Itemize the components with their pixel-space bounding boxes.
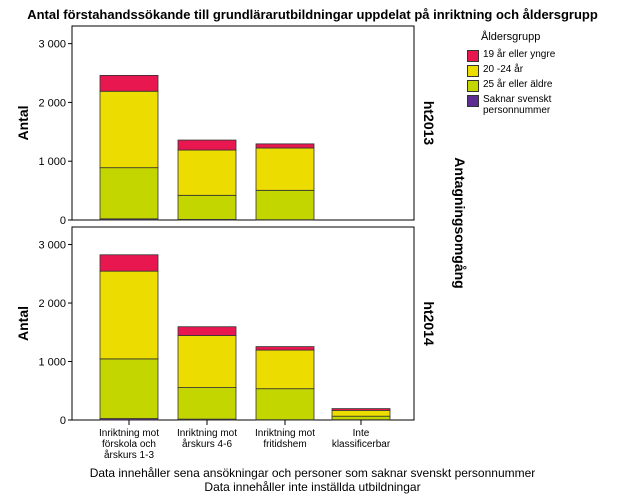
y-axis-label: Antal bbox=[15, 106, 31, 141]
bar-ht2014-inriktning-mot-f-rskola-och-rskurs-1-3-20-24-r bbox=[99, 270, 159, 360]
bar-ht2013-inriktning-mot-f-rskola-och-rskurs-1-3-20-24-r bbox=[99, 90, 159, 169]
bar-ht2014-inriktning-mot-rskurs-4-6-19-r-eller-yngre bbox=[177, 326, 237, 336]
bar-ht2013-inriktning-mot-f-rskola-och-rskurs-1-3-25-r-eller-ldre bbox=[99, 167, 159, 220]
x-tick-label-inriktning-mot-f-rskola-och-rskurs-1-3: Inriktning mot förskola och årskurs 1-3 bbox=[99, 428, 159, 461]
bar-ht2013-inriktning-mot-rskurs-4-6-20-24-r bbox=[177, 149, 237, 196]
panel-frame-ht2013 bbox=[71, 25, 415, 221]
bar-ht2014-inriktning-mot-fritidshem-19-r-eller-yngre bbox=[255, 346, 315, 351]
y-tick-label: 1 000 bbox=[38, 156, 66, 168]
legend: Åldersgrupp 19 år eller yngre 20 -24 år 25… bbox=[467, 31, 563, 118]
chart-title: Antal förstahandssökande till grundlärar… bbox=[27, 7, 598, 22]
footer-note-2: Data innehåller inte inställda utbildnin… bbox=[204, 480, 421, 494]
legend-label: Saknar svenskt personnummer bbox=[483, 94, 552, 116]
panel-label-ht2014: ht2014 bbox=[421, 301, 437, 346]
y-tick-label: 2 000 bbox=[38, 97, 66, 109]
bar-ht2013-inriktning-mot-fritidshem-25-r-eller-ldre bbox=[255, 189, 315, 221]
legend-title: Åldersgrupp bbox=[481, 31, 541, 43]
bar-ht2014-inriktning-mot-fritidshem-20-24-r bbox=[255, 349, 315, 390]
legend-swatch bbox=[467, 95, 479, 107]
bar-ht2014-inriktning-mot-rskurs-4-6-25-r-eller-ldre bbox=[177, 387, 237, 420]
y-tick-label: 3 000 bbox=[38, 39, 66, 51]
x-tick-label-inte-klassificerbar: Inte klassificerbar bbox=[332, 428, 391, 450]
footer-note-1: Data innehåller sena ansökningar och per… bbox=[89, 466, 536, 480]
bar-ht2014-inriktning-mot-f-rskola-och-rskurs-1-3-19-r-eller-yngre bbox=[99, 254, 159, 272]
legend-label: 25 år eller äldre bbox=[483, 79, 553, 90]
bar-ht2013-inriktning-mot-rskurs-4-6-25-r-eller-ldre bbox=[177, 194, 237, 220]
bar-ht2013-inriktning-mot-rskurs-4-6-19-r-eller-yngre bbox=[177, 139, 237, 151]
bar-ht2014-inriktning-mot-f-rskola-och-rskurs-1-3-25-r-eller-ldre bbox=[99, 358, 159, 419]
legend-swatch bbox=[467, 50, 479, 62]
bar-ht2013-inriktning-mot-fritidshem-20-24-r bbox=[255, 147, 315, 191]
panel-label-ht2013: ht2013 bbox=[421, 101, 437, 146]
legend-swatch bbox=[467, 80, 479, 92]
y-axis-label: Antal bbox=[15, 306, 31, 341]
y-tick-label: 0 bbox=[60, 215, 66, 227]
legend-item-19-r-eller-yngre: 19 år eller yngre bbox=[467, 49, 563, 62]
legend-label: 19 år eller yngre bbox=[483, 49, 556, 60]
bar-ht2014-inriktning-mot-fritidshem-25-r-eller-ldre bbox=[255, 388, 315, 421]
legend-label: 20 -24 år bbox=[483, 64, 524, 75]
x-tick-label-inriktning-mot-fritidshem: Inriktning mot fritidshem bbox=[255, 428, 315, 450]
legend-item-20-24-r: 20 -24 år bbox=[467, 64, 563, 77]
x-tick-label-inriktning-mot-rskurs-4-6: Inriktning mot årskurs 4-6 bbox=[177, 428, 237, 450]
legend-item-25-r-eller-ldre: 25 år eller äldre bbox=[467, 79, 563, 92]
y-tick-label: 1 000 bbox=[38, 357, 66, 369]
y-tick-label: 0 bbox=[60, 415, 66, 427]
bar-ht2014-inte-klassificerbar-25-r-eller-ldre bbox=[331, 415, 391, 421]
legend-swatch bbox=[467, 65, 479, 77]
bar-ht2013-inriktning-mot-f-rskola-och-rskurs-1-3-19-r-eller-yngre bbox=[99, 74, 159, 92]
bar-ht2014-inte-klassificerbar-20-24-r bbox=[331, 409, 391, 417]
y-tick-label: 3 000 bbox=[38, 240, 66, 252]
legend-item-saknar-svenskt-personnummer: Saknar svenskt personnummer bbox=[467, 94, 563, 116]
panel-frame-ht2014 bbox=[71, 226, 415, 421]
bar-ht2014-inte-klassificerbar-19-r-eller-yngre bbox=[331, 408, 391, 411]
y-tick-label: 2 000 bbox=[38, 298, 66, 310]
facet-label: Antagningsomgång bbox=[452, 157, 468, 288]
bar-ht2013-inriktning-mot-fritidshem-19-r-eller-yngre bbox=[255, 143, 315, 149]
bar-ht2014-inriktning-mot-rskurs-4-6-20-24-r bbox=[177, 335, 237, 388]
